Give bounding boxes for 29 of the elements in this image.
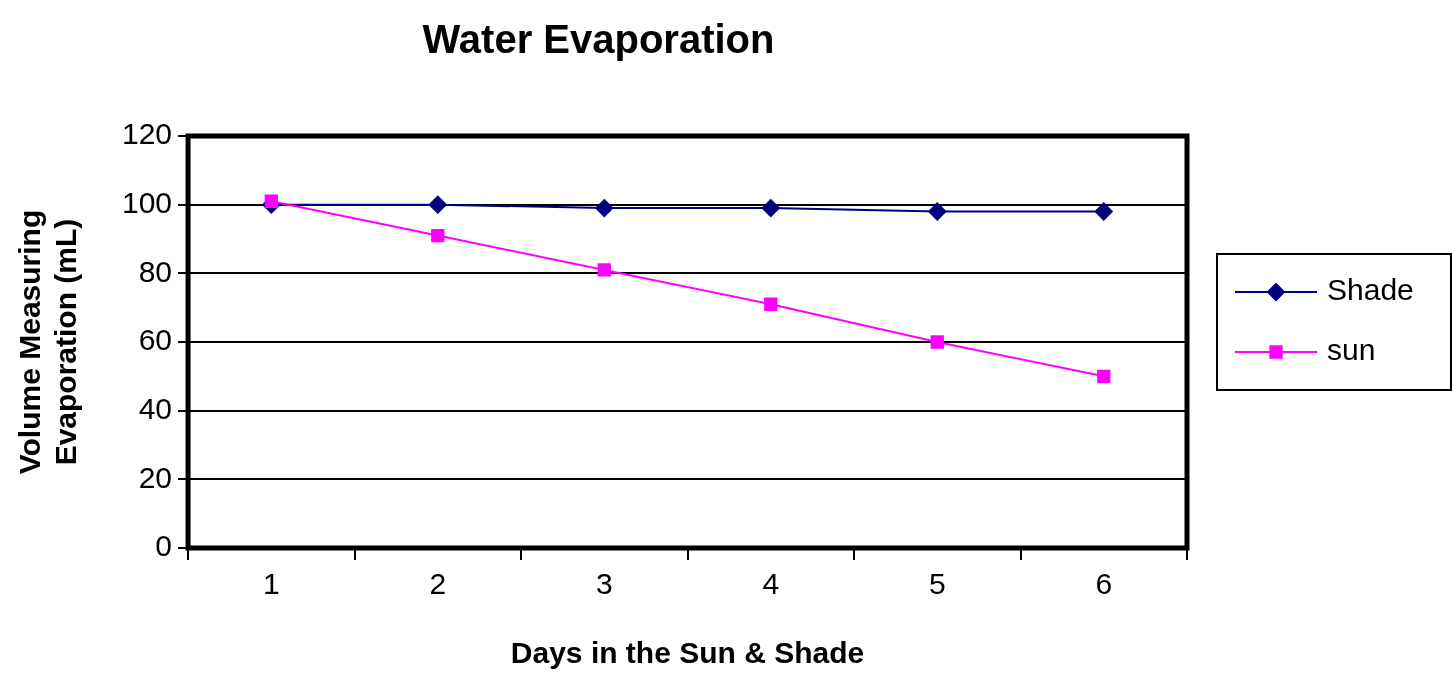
point	[761, 199, 780, 218]
point	[431, 228, 445, 243]
x-tick-label: 5	[928, 567, 946, 601]
y-tick-label: 20	[138, 460, 173, 494]
x-tick-label: 6	[1095, 567, 1113, 601]
point	[930, 335, 944, 349]
chart-title: Water Evaporation	[422, 17, 775, 62]
point	[928, 202, 947, 221]
y-tick-label: 120	[121, 117, 173, 151]
x-tick-label: 3	[595, 567, 613, 601]
point	[597, 263, 611, 277]
point	[764, 297, 778, 311]
point	[428, 195, 447, 214]
y-tick-label: 40	[138, 391, 173, 425]
legend-label: sun	[1327, 333, 1376, 367]
point	[1097, 369, 1111, 383]
y-tick-label: 0	[155, 529, 173, 563]
point	[1094, 202, 1113, 221]
y-tick-label: 100	[121, 185, 173, 219]
x-tick-label: 2	[429, 567, 447, 601]
point	[595, 199, 614, 218]
point	[264, 194, 278, 208]
y-tick-label: 60	[138, 323, 173, 357]
legend-label: Shade	[1327, 273, 1414, 307]
x-tick-label: 4	[762, 567, 780, 601]
x-axis-title: Days in the Sun & Shade	[510, 636, 865, 670]
y-axis-title: Volume Measuring Evaporation (mL)	[13, 209, 83, 475]
x-tick-label: 1	[262, 567, 280, 601]
y-tick-label: 80	[138, 254, 173, 288]
